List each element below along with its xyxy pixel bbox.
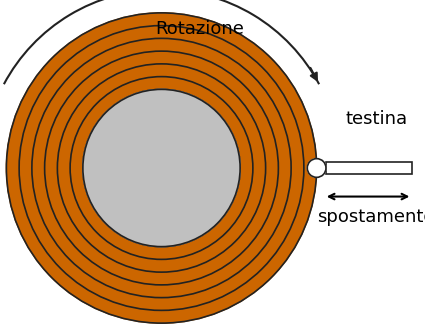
Text: testina: testina — [345, 110, 407, 128]
Text: spostamento: spostamento — [317, 208, 425, 226]
Circle shape — [83, 89, 240, 247]
Circle shape — [307, 159, 326, 177]
Bar — [326, 163, 412, 174]
Text: Rotazione: Rotazione — [155, 19, 244, 38]
Circle shape — [6, 13, 317, 323]
